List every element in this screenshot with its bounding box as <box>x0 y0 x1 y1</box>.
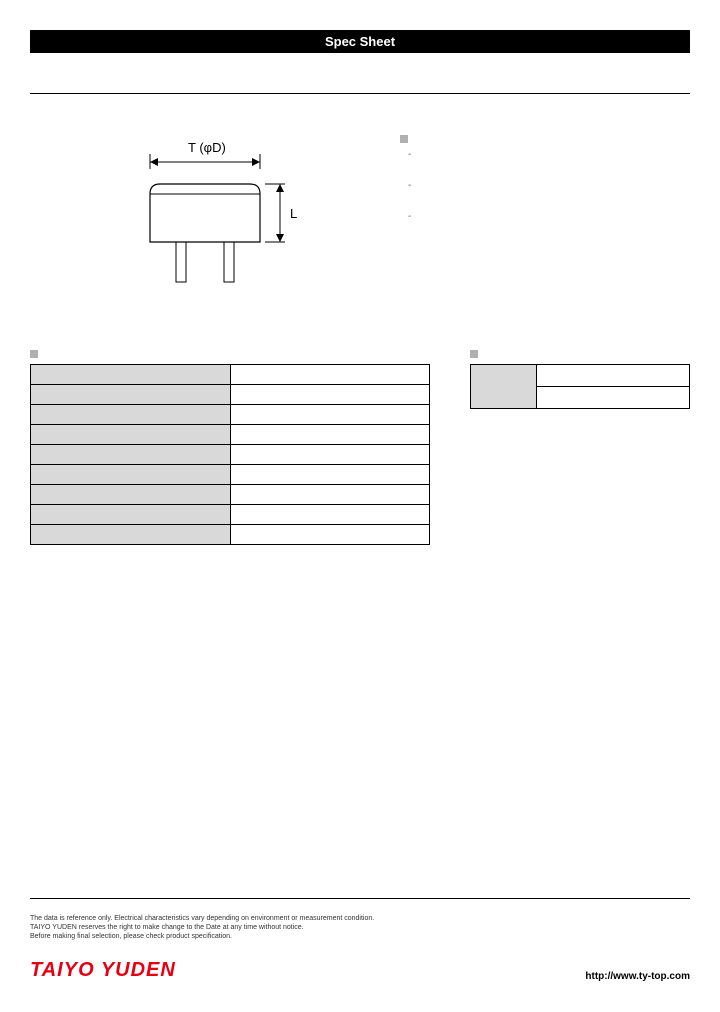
square-bullet-icon <box>470 350 478 358</box>
table-row <box>31 405 430 425</box>
spec-table <box>30 364 430 545</box>
brand-logo: TAIYO YUDEN <box>30 959 176 982</box>
bottom-rule <box>30 898 690 899</box>
component-diagram: T (φD) L <box>130 134 320 319</box>
square-bullet-icon <box>30 350 38 358</box>
feature-item: - <box>400 149 690 160</box>
features-block: - - - <box>400 134 690 319</box>
spec-sheet-header: Spec Sheet <box>30 30 690 53</box>
table-row <box>31 485 430 505</box>
table-row <box>31 505 430 525</box>
pkg-table-title <box>470 349 690 360</box>
table-row <box>31 525 430 545</box>
table-row <box>31 445 430 465</box>
disclaimer: The data is reference only. Electrical c… <box>30 914 690 941</box>
pkg-table <box>470 364 690 409</box>
disclaimer-line: TAIYO YUDEN reserves the right to make c… <box>30 923 690 932</box>
table-row <box>31 425 430 445</box>
disclaimer-line: The data is reference only. Electrical c… <box>30 914 690 923</box>
table-row <box>31 385 430 405</box>
diagram-top-label: T (φD) <box>188 140 226 155</box>
header-title: Spec Sheet <box>325 34 395 49</box>
square-bullet-icon <box>400 135 408 143</box>
table-row <box>31 465 430 485</box>
table-row <box>471 365 690 387</box>
diagram-side-label: L <box>290 206 297 221</box>
table-row <box>31 365 430 385</box>
disclaimer-line: Before making final selection, please ch… <box>30 932 690 941</box>
spec-table-title <box>30 349 430 360</box>
feature-item: - <box>400 211 690 222</box>
feature-item: - <box>400 180 690 191</box>
top-rule <box>30 93 690 94</box>
footer-url[interactable]: http://www.ty-top.com <box>585 971 690 982</box>
